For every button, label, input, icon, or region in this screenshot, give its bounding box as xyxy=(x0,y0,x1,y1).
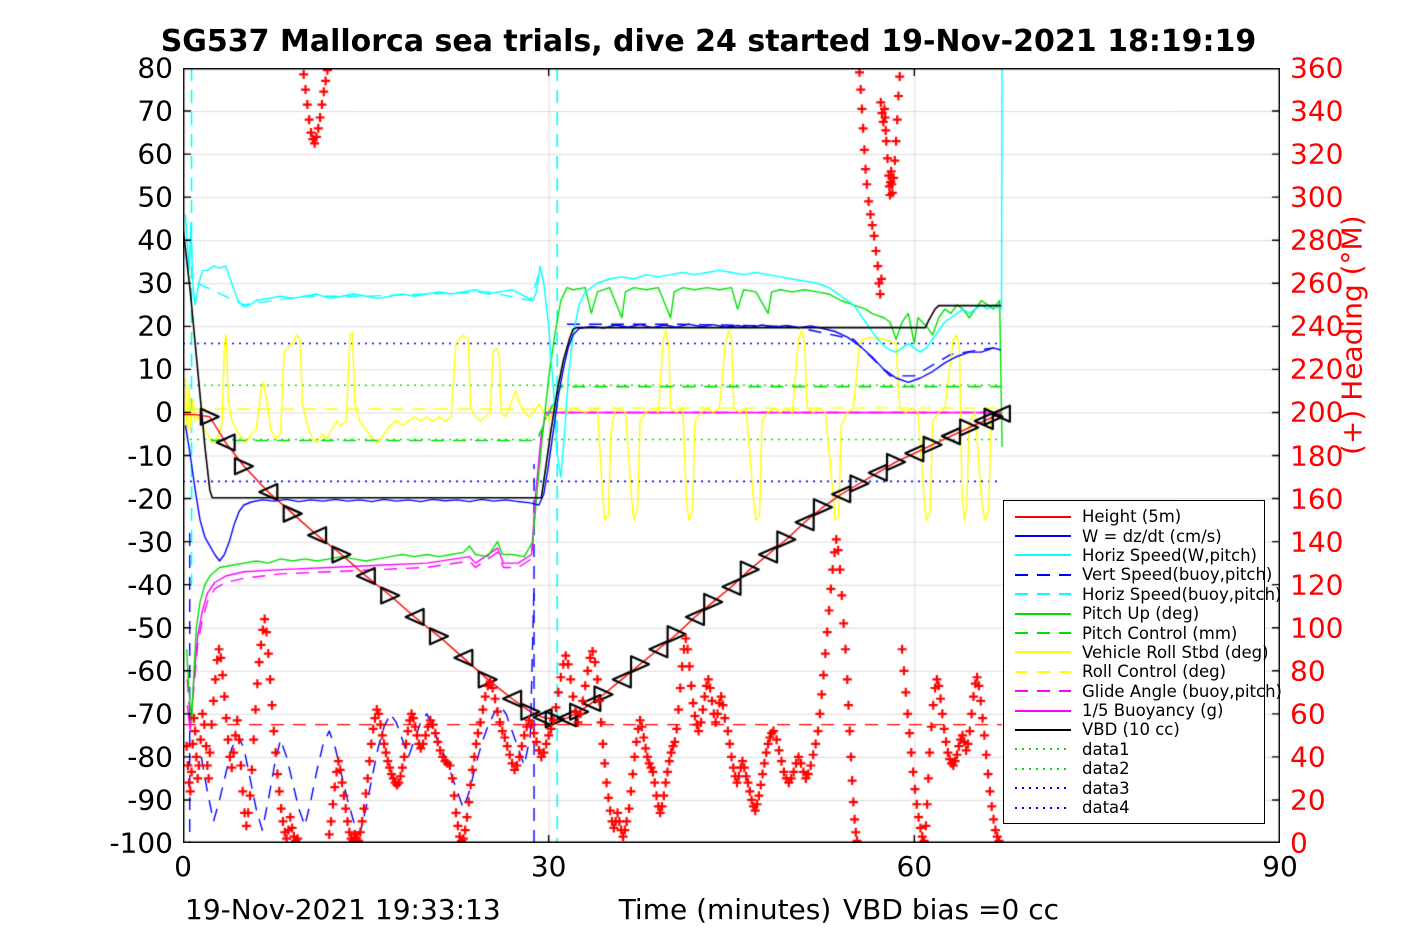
legend-label: data3 xyxy=(1082,778,1130,798)
legend-item-4: Vert Speed(buoy,pitch) xyxy=(1004,565,1272,584)
legend-label: Glide Angle (buoy,pitch) xyxy=(1082,681,1282,701)
rtick-label: 340 xyxy=(1290,94,1344,128)
legend-item-16: data4 xyxy=(1004,798,1264,817)
ytick-label: -10 xyxy=(127,439,173,472)
legend-line-sample xyxy=(1004,551,1082,559)
ytick-label: 80 xyxy=(137,51,173,85)
rtick-label: 160 xyxy=(1290,482,1344,516)
rtick-label: 180 xyxy=(1290,439,1344,472)
legend-line-sample xyxy=(1004,629,1082,637)
rtick-label: 120 xyxy=(1290,568,1344,602)
legend-item-9: Roll Control (deg) xyxy=(1004,662,1264,681)
rtick-label: 80 xyxy=(1290,654,1326,688)
ytick-label: 0 xyxy=(155,395,173,429)
legend-label: Vehicle Roll Stbd (deg) xyxy=(1082,642,1269,662)
rtick-label: 280 xyxy=(1290,223,1344,257)
rtick-label: 60 xyxy=(1290,697,1326,731)
legend-line-sample xyxy=(1004,571,1082,579)
legend-label: W = dz/dt (cm/s) xyxy=(1082,526,1222,546)
legend-label: VBD (10 cc) xyxy=(1082,720,1180,740)
ytick-label: 20 xyxy=(137,309,173,343)
ytick-label: -70 xyxy=(127,697,173,731)
rtick-label: 0 xyxy=(1290,826,1308,860)
xtick-label: 0 xyxy=(174,850,192,883)
legend-item-8: Vehicle Roll Stbd (deg) xyxy=(1004,643,1269,662)
legend-item-1: Height (5m) xyxy=(1004,507,1264,526)
rtick-label: 200 xyxy=(1290,395,1344,429)
legend-item-3: Horiz Speed(W,pitch) xyxy=(1004,546,1264,565)
chart-title: SG537 Mallorca sea trials, dive 24 start… xyxy=(160,24,1257,59)
legend-line-sample xyxy=(1004,590,1082,598)
legend-item-5: Horiz Speed(buoy,pitch) xyxy=(1004,585,1281,604)
legend-label: Pitch Control (mm) xyxy=(1082,623,1238,643)
legend-label: Horiz Speed(W,pitch) xyxy=(1082,545,1257,565)
legend-label: data2 xyxy=(1082,759,1130,779)
legend-item-6: Pitch Up (deg) xyxy=(1004,604,1264,623)
legend-line-sample xyxy=(1004,765,1082,773)
xtick-label: 30 xyxy=(530,850,567,883)
rtick-label: 320 xyxy=(1290,137,1344,171)
ytick-label: -80 xyxy=(127,740,173,774)
legend-label: Vert Speed(buoy,pitch) xyxy=(1082,565,1273,585)
legend-item-2: W = dz/dt (cm/s) xyxy=(1004,526,1264,546)
timestamp-label: 19-Nov-2021 19:33:13 xyxy=(185,893,501,926)
legend-item-15: data3 xyxy=(1004,778,1264,798)
ytick-label: -30 xyxy=(127,525,173,559)
legend-line-sample xyxy=(1004,668,1082,676)
ytick-label: 10 xyxy=(137,352,173,386)
legend-line-sample xyxy=(1004,804,1082,812)
legend-line-sample xyxy=(1004,726,1082,734)
rtick-label: 20 xyxy=(1290,783,1326,817)
ytick-label: -100 xyxy=(109,826,173,860)
legend-item-11: 1/5 Buoyancy (g) xyxy=(1004,701,1264,720)
legend-label: Pitch Up (deg) xyxy=(1082,604,1200,624)
ytick-label: -40 xyxy=(127,568,173,602)
legend-label: Horiz Speed(buoy,pitch) xyxy=(1082,584,1282,604)
rtick-label: 40 xyxy=(1290,740,1326,774)
ytick-label: -90 xyxy=(127,783,173,817)
legend-line-sample xyxy=(1004,532,1082,540)
legend-label: 1/5 Buoyancy (g) xyxy=(1082,701,1224,721)
ytick-label: 60 xyxy=(137,137,173,171)
legend-line-sample xyxy=(1004,610,1082,618)
legend-item-12: VBD (10 cc) xyxy=(1004,720,1264,739)
legend-label: Height (5m) xyxy=(1082,507,1182,527)
legend-line-sample xyxy=(1004,687,1082,695)
rtick-label: 220 xyxy=(1290,352,1344,386)
legend-box: Height (5m) W = dz/dt (cm/s) Horiz Speed(W… xyxy=(1003,500,1282,824)
legend-item-10: Glide Angle (buoy,pitch) xyxy=(1004,682,1282,701)
rtick-label: 240 xyxy=(1290,309,1344,343)
rtick-label: 100 xyxy=(1290,611,1344,645)
ytick-label: 50 xyxy=(137,180,173,214)
rtick-label: 140 xyxy=(1290,525,1344,559)
legend-item-14: data2 xyxy=(1004,759,1264,778)
xtick-label: 60 xyxy=(896,850,933,883)
legend-line-sample xyxy=(1004,707,1082,715)
legend-line-sample xyxy=(1004,648,1082,656)
rtick-label: 260 xyxy=(1290,266,1344,300)
legend-line-sample xyxy=(1004,745,1082,753)
legend-item-13: data1 xyxy=(1004,740,1264,759)
ytick-label: 70 xyxy=(137,94,173,128)
legend-label: data1 xyxy=(1082,739,1130,759)
legend-label: data4 xyxy=(1082,798,1130,818)
legend-line-sample xyxy=(1004,784,1082,792)
legend-line-sample xyxy=(1004,513,1082,521)
vbd-bias-label: VBD bias =0 cc xyxy=(843,893,1059,926)
ytick-label: 40 xyxy=(137,223,173,257)
x-axis-label: Time (minutes) xyxy=(618,893,832,926)
ytick-label: -20 xyxy=(127,482,173,516)
legend-label: Roll Control (deg) xyxy=(1082,662,1227,682)
legend-item-7: Pitch Control (mm) xyxy=(1004,623,1264,643)
ytick-label: 30 xyxy=(137,266,173,300)
ytick-label: -60 xyxy=(127,654,173,688)
xtick-label: 90 xyxy=(1262,850,1298,883)
rtick-label: 360 xyxy=(1290,51,1344,85)
right-axis-label: (+) Heading (°M) xyxy=(1335,215,1369,455)
ytick-label: -50 xyxy=(127,611,173,645)
rtick-label: 300 xyxy=(1290,180,1344,214)
